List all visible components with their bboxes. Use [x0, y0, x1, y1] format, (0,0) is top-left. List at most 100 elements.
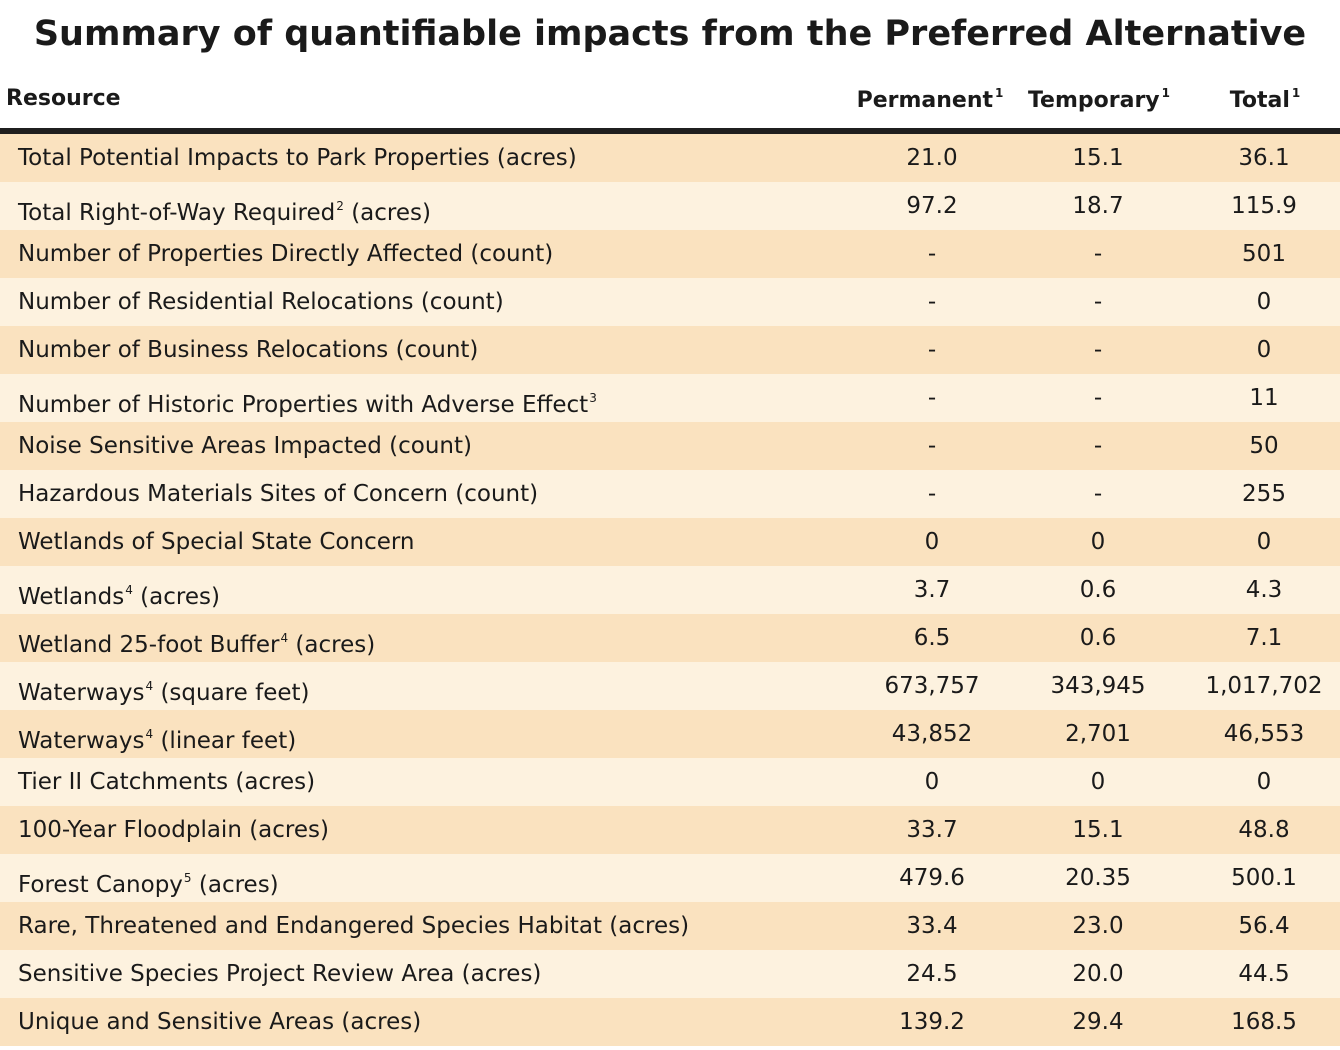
total-cell: 0	[1256, 289, 1272, 315]
temporary-cell: 0.6	[1079, 577, 1117, 603]
column-header-total: Total 1	[1229, 86, 1301, 113]
total-cell: 255	[1242, 481, 1286, 507]
table-row: Waterways4 (square feet) 673,757 343,945 1,…	[0, 662, 1340, 710]
resource-cell: Waterways4 (square feet)	[18, 679, 310, 706]
resource-cell: Number of Historic Properties with Adver…	[18, 391, 597, 418]
table-row: Wetlands of Special State Concern 0 0 0	[0, 518, 1340, 566]
total-cell: 500.1	[1231, 865, 1297, 891]
column-header-permanent: Permanent 1	[856, 86, 1004, 113]
footnote-marker: 1	[995, 86, 1004, 100]
table-row: Number of Historic Properties with Adver…	[0, 374, 1340, 422]
temporary-cell: -	[1093, 385, 1103, 411]
resource-cell: Waterways4 (linear feet)	[18, 727, 297, 754]
footnote-marker: 2	[336, 199, 344, 213]
resource-cell: Hazardous Materials Sites of Concern (co…	[18, 481, 539, 507]
permanent-cell: -	[927, 433, 937, 459]
table-row: Number of Residential Relocations (count…	[0, 278, 1340, 326]
footnote-marker: 4	[125, 583, 133, 597]
table-row: Unique and Sensitive Areas (acres) 139.2 2…	[0, 998, 1340, 1046]
temporary-cell: -	[1093, 337, 1103, 363]
total-cell: 168.5	[1231, 1009, 1297, 1035]
total-cell: 501	[1242, 241, 1286, 267]
total-cell: 1,017,702	[1205, 673, 1323, 699]
total-cell: 0	[1256, 769, 1272, 795]
table-row: Wetland 25-foot Buffer4 (acres) 6.5 0.6 7.1	[0, 614, 1340, 662]
table-body: Total Potential Impacts to Park Properti…	[0, 134, 1340, 1046]
permanent-cell: 21.0	[906, 145, 958, 171]
temporary-cell: 20.35	[1065, 865, 1131, 891]
total-cell: 4.3	[1245, 577, 1283, 603]
impacts-table: Resource Permanent 1 Temporary 1 Total 1 To…	[0, 76, 1340, 1046]
permanent-cell: -	[927, 241, 937, 267]
temporary-cell: 343,945	[1050, 673, 1146, 699]
permanent-cell: 0	[924, 529, 940, 555]
permanent-cell: 139.2	[899, 1009, 965, 1035]
table-row: Forest Canopy5 (acres) 479.6 20.35 500.1	[0, 854, 1340, 902]
total-cell: 7.1	[1245, 625, 1283, 651]
total-cell: 115.9	[1231, 193, 1297, 219]
permanent-cell: -	[927, 289, 937, 315]
permanent-cell: 6.5	[913, 625, 951, 651]
resource-cell: Wetlands4 (acres)	[18, 583, 220, 610]
table-header: Resource Permanent 1 Temporary 1 Total 1	[0, 76, 1340, 134]
resource-cell: Number of Residential Relocations (count…	[18, 289, 504, 315]
permanent-cell: 673,757	[884, 673, 980, 699]
temporary-cell: -	[1093, 241, 1103, 267]
resource-cell: 100-Year Floodplain (acres)	[18, 817, 329, 843]
total-cell: 11	[1249, 385, 1279, 411]
column-header-temporary: Temporary 1	[1027, 86, 1171, 113]
permanent-cell: -	[927, 385, 937, 411]
temporary-cell: 18.7	[1072, 193, 1124, 219]
permanent-cell: 97.2	[906, 193, 958, 219]
table-row: Wetlands4 (acres) 3.7 0.6 4.3	[0, 566, 1340, 614]
footnote-marker: 3	[589, 391, 597, 405]
total-cell: 0	[1256, 337, 1272, 363]
total-cell: 56.4	[1238, 913, 1290, 939]
total-cell: 36.1	[1238, 145, 1290, 171]
total-cell: 0	[1256, 529, 1272, 555]
table-row: Waterways4 (linear feet) 43,852 2,701 46,55…	[0, 710, 1340, 758]
total-cell: 50	[1249, 433, 1279, 459]
permanent-cell: 24.5	[906, 961, 958, 987]
permanent-cell: -	[927, 337, 937, 363]
footnote-marker: 4	[280, 631, 289, 645]
temporary-cell: 20.0	[1072, 961, 1124, 987]
resource-cell: Number of Business Relocations (count)	[18, 337, 479, 363]
temporary-cell: 0	[1090, 529, 1106, 555]
permanent-cell: -	[927, 481, 937, 507]
temporary-cell: 2,701	[1065, 721, 1131, 747]
resource-cell: Tier II Catchments (acres)	[18, 769, 316, 795]
temporary-cell: 0	[1090, 769, 1106, 795]
table-row: Tier II Catchments (acres) 0 0 0	[0, 758, 1340, 806]
table-row: Rare, Threatened and Endangered Species …	[0, 902, 1340, 950]
table-row: Number of Properties Directly Affected (…	[0, 230, 1340, 278]
column-header-resource: Resource	[6, 86, 121, 111]
temporary-cell: 29.4	[1072, 1009, 1124, 1035]
resource-cell: Total Potential Impacts to Park Properti…	[18, 145, 577, 171]
temporary-cell: -	[1093, 433, 1103, 459]
table-row: Total Right-of-Way Required2 (acres) 97.2…	[0, 182, 1340, 230]
temporary-cell: 23.0	[1072, 913, 1124, 939]
page-title: Summary of quantifiable impacts from the…	[33, 14, 1307, 54]
resource-cell: Sensitive Species Project Review Area (a…	[18, 961, 542, 987]
table-row: Noise Sensitive Areas Impacted (count) - -…	[0, 422, 1340, 470]
temporary-cell: -	[1093, 481, 1103, 507]
resource-cell: Noise Sensitive Areas Impacted (count)	[18, 433, 472, 459]
table-row: Number of Business Relocations (count) - -…	[0, 326, 1340, 374]
resource-cell: Rare, Threatened and Endangered Species …	[18, 913, 690, 939]
temporary-cell: 0.6	[1079, 625, 1117, 651]
total-cell: 48.8	[1238, 817, 1290, 843]
footnote-marker: 1	[1161, 86, 1171, 100]
resource-cell: Wetland 25-foot Buffer4 (acres)	[18, 631, 376, 658]
resource-cell: Forest Canopy5 (acres)	[18, 871, 279, 898]
total-cell: 44.5	[1238, 961, 1290, 987]
temporary-cell: 15.1	[1072, 817, 1124, 843]
resource-cell: Number of Properties Directly Affected (…	[18, 241, 554, 267]
resource-cell: Unique and Sensitive Areas (acres)	[18, 1009, 422, 1035]
table-row: Total Potential Impacts to Park Properti…	[0, 134, 1340, 182]
resource-cell: Total Right-of-Way Required2 (acres)	[18, 199, 431, 226]
total-cell: 46,553	[1223, 721, 1305, 747]
footnote-marker: 4	[145, 727, 154, 741]
table-row: 100-Year Floodplain (acres) 33.7 15.1 48.8	[0, 806, 1340, 854]
permanent-cell: 33.4	[906, 913, 958, 939]
